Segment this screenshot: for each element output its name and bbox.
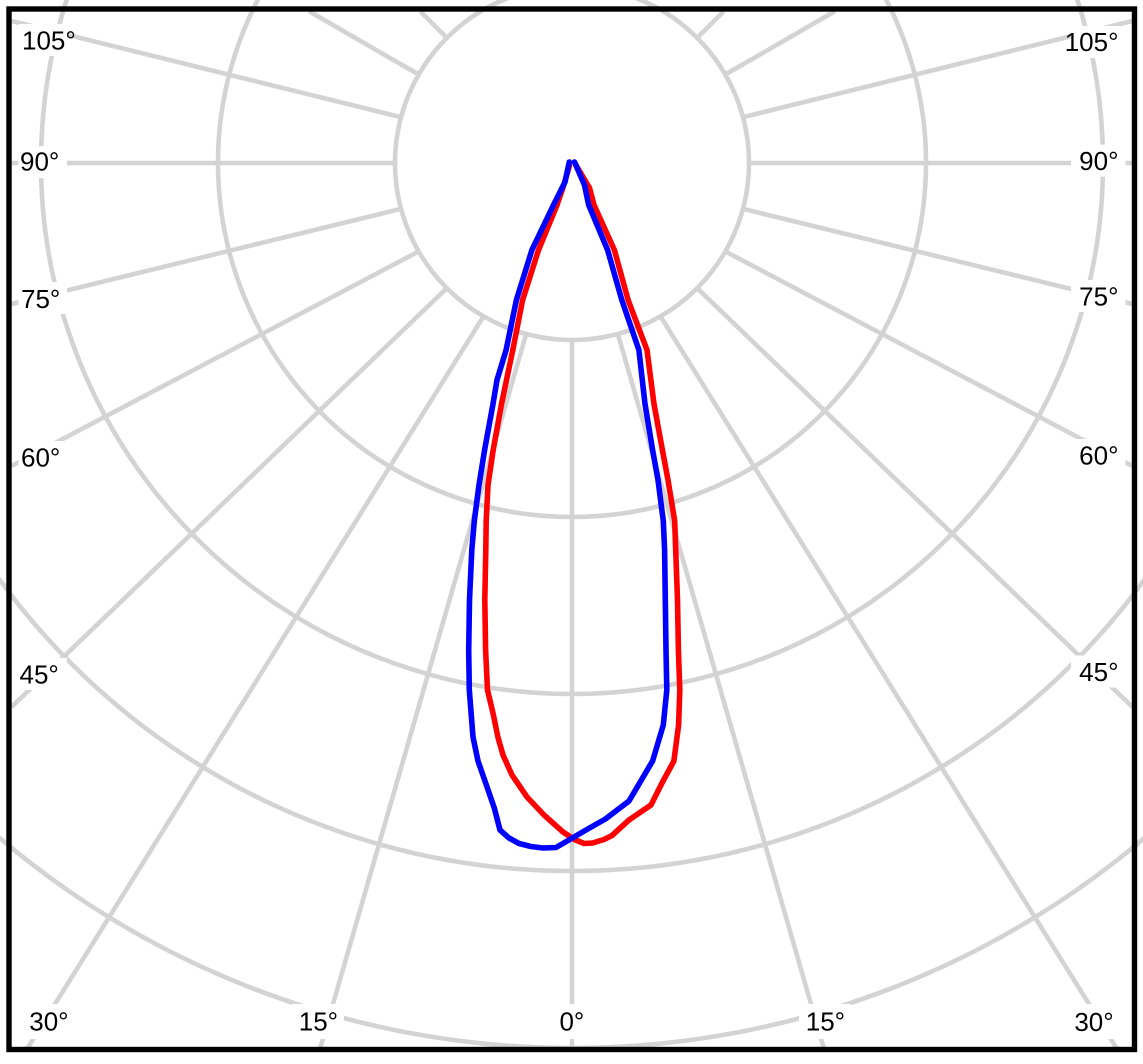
svg-text:30°: 30° [29, 1007, 68, 1037]
svg-text:75°: 75° [1079, 282, 1118, 312]
svg-text:15°: 15° [299, 1007, 338, 1037]
svg-text:15°: 15° [806, 1007, 845, 1037]
svg-text:60°: 60° [1079, 441, 1118, 471]
svg-text:60°: 60° [21, 443, 60, 473]
svg-text:45°: 45° [20, 660, 59, 690]
svg-text:105°: 105° [22, 26, 76, 56]
svg-text:90°: 90° [1079, 146, 1118, 176]
svg-text:75°: 75° [21, 284, 60, 314]
svg-text:30°: 30° [1074, 1007, 1113, 1037]
svg-text:45°: 45° [1079, 657, 1118, 687]
svg-text:105°: 105° [1065, 27, 1119, 57]
svg-text:0°: 0° [559, 1007, 584, 1037]
svg-text:90°: 90° [20, 147, 59, 177]
